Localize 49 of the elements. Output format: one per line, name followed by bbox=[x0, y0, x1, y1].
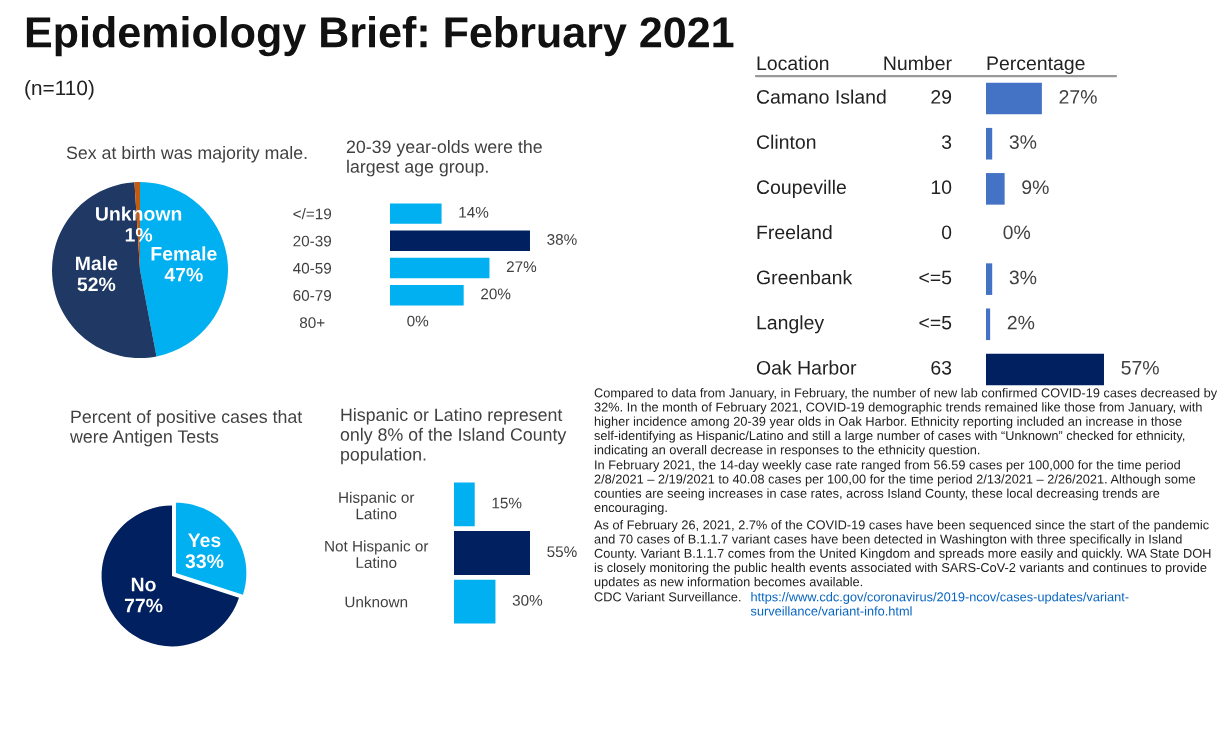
bar bbox=[390, 285, 464, 306]
chart-title: Hispanic or Latino represent only 8% of the Island County population. bbox=[340, 408, 567, 465]
slice-label: Female bbox=[151, 246, 217, 261]
y-tick-label: Clinton bbox=[756, 134, 816, 149]
data-label: 27% bbox=[1059, 90, 1097, 104]
text: 10 bbox=[931, 180, 952, 195]
slice-label: Unknown bbox=[96, 206, 182, 221]
text: (n=110) bbox=[25, 80, 94, 100]
text: <=5 bbox=[919, 315, 952, 330]
data-label: 57% bbox=[1121, 360, 1159, 375]
text: 63 bbox=[931, 360, 952, 375]
data-label: 0% bbox=[1003, 225, 1031, 240]
slice-label: Yes bbox=[188, 533, 221, 548]
y-tick-label: Greenbank bbox=[756, 270, 853, 285]
bar bbox=[390, 257, 490, 279]
text: Epidemiology Brief: February 2021 bbox=[26, 16, 734, 57]
y-tick-label: Coupeville bbox=[756, 179, 846, 198]
data-label: 77% bbox=[124, 598, 163, 613]
data-label: 9% bbox=[1022, 180, 1049, 195]
y-tick-label: Freeland bbox=[757, 224, 832, 240]
bar bbox=[986, 82, 1042, 115]
y-tick-label: Camano Island bbox=[756, 89, 886, 104]
text: 0 bbox=[941, 225, 952, 240]
data-label: 52% bbox=[77, 277, 116, 292]
bar bbox=[986, 263, 993, 295]
bar bbox=[986, 127, 993, 160]
data-label: 47% bbox=[164, 267, 203, 282]
bar bbox=[390, 230, 530, 251]
x-axis-title: Percentage bbox=[987, 56, 1085, 74]
slice-label: Male bbox=[76, 255, 118, 271]
bar bbox=[390, 203, 442, 224]
y-axis-title: Location bbox=[757, 55, 829, 71]
chart-title: Percent of positive cases that were Antigen Tests bbox=[69, 410, 303, 447]
text: 3 bbox=[941, 135, 952, 149]
chart-title: 20-39 year-olds were the largest age group. bbox=[346, 140, 542, 177]
slice-label: No bbox=[131, 577, 156, 592]
y-tick-label: Langley bbox=[757, 315, 825, 334]
data-label: 2% bbox=[1007, 315, 1035, 330]
data-label: 33% bbox=[185, 554, 224, 569]
bar bbox=[986, 173, 1005, 205]
data-label: 1% bbox=[125, 227, 153, 242]
chart-title: Sex at birth was majority male. bbox=[66, 146, 307, 163]
text: Number bbox=[884, 55, 952, 71]
y-tick-label: Oak Harbor bbox=[756, 360, 857, 375]
text: 29 bbox=[931, 90, 952, 104]
text: <=5 bbox=[919, 270, 952, 285]
data-label: 3% bbox=[1009, 135, 1037, 149]
bar bbox=[986, 353, 1104, 386]
data-label: 3% bbox=[1009, 270, 1037, 285]
